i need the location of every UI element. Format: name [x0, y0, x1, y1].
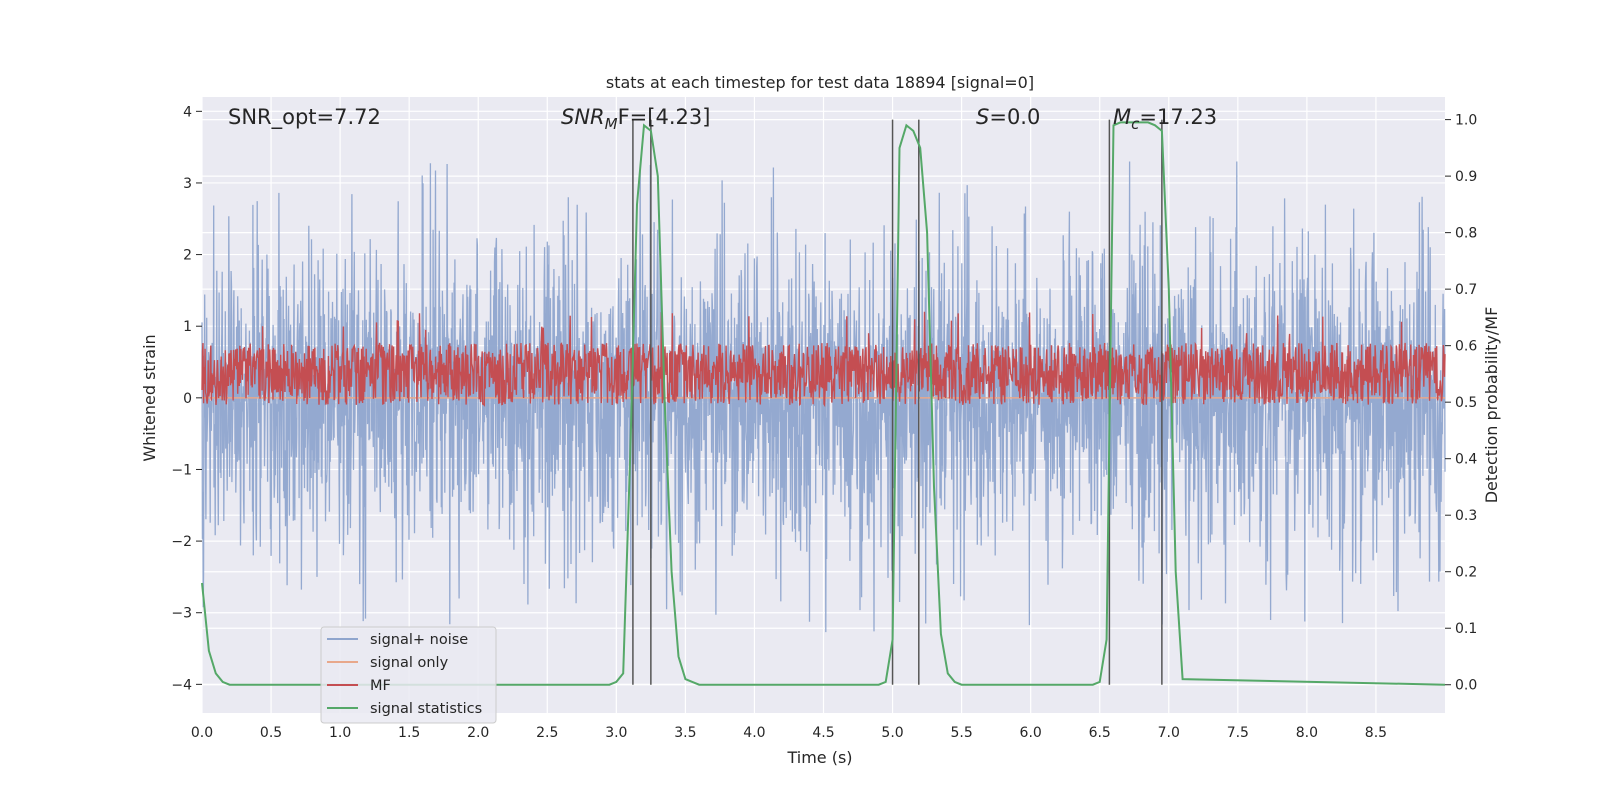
y-tick-label: 3 — [183, 176, 192, 192]
y2-tick-label: 0.8 — [1455, 226, 1477, 242]
y-tick-label: 2 — [183, 248, 192, 264]
y2-tick-label: 0.0 — [1455, 678, 1477, 694]
legend-label-signal-noise: signal+ noise — [370, 632, 468, 648]
x-tick-label: 7.0 — [1158, 725, 1180, 741]
x-axis-label: Time (s) — [786, 748, 852, 767]
x-tick-label: 1.0 — [329, 725, 351, 741]
y2-axis-label: Detection probability/MF — [1482, 307, 1501, 504]
annotation-snr-mf-main: SNR — [561, 105, 605, 129]
signal-statistics-series — [201, 121, 1446, 686]
annotations: SNR_opt=7.72 SNRMF=[4.23] S=0.0 Mc=17.23 — [228, 105, 1217, 133]
annotation-s-tail: =0.0 — [989, 105, 1040, 129]
x-axis-ticks: 0.0 0.5 1.0 1.5 2.0 2.5 3.0 3.5 4.0 4.5 5.0 5.5 6.0 6… — [191, 725, 1387, 741]
y-tick-label: −3 — [171, 606, 192, 622]
annotation-mc-tail: =17.23 — [1139, 105, 1217, 129]
x-tick-label: 4.0 — [743, 725, 765, 741]
x-tick-label: 6.5 — [1089, 725, 1111, 741]
x-tick-label: 8.0 — [1296, 725, 1318, 741]
mf-series — [201, 311, 1446, 408]
x-tick-label: 3.5 — [674, 725, 696, 741]
y-tick-label: −2 — [171, 534, 192, 550]
x-tick-label: 8.5 — [1365, 725, 1387, 741]
y-axis-ticks: 4 3 2 1 0 −1 −2 −3 −4 — [171, 104, 202, 693]
y-tick-label: 4 — [183, 104, 192, 120]
annotation-snr-mf-tail: F=[4.23] — [618, 105, 711, 129]
legend-label-signal-statistics: signal statistics — [370, 701, 482, 717]
y2-tick-label: 0.1 — [1455, 621, 1477, 637]
legend-box — [320, 626, 497, 724]
y-tick-label: 1 — [183, 319, 192, 335]
legend-label-signal-only: signal only — [370, 655, 449, 671]
annotation-mc-sub: c — [1131, 115, 1140, 133]
y-tick-label: −4 — [171, 677, 192, 693]
y2-tick-label: 0.9 — [1455, 169, 1477, 185]
x-tick-label: 7.5 — [1227, 725, 1249, 741]
x-tick-label: 6.0 — [1020, 725, 1042, 741]
annotation-s-stat: S=0.0 — [976, 105, 1040, 129]
y2-tick-label: 0.5 — [1455, 395, 1477, 411]
legend: signal+ noise signal only MF signal stat… — [320, 626, 497, 724]
y2-tick-label: 0.3 — [1455, 508, 1477, 524]
y-tick-label: 0 — [183, 391, 192, 407]
x-tick-label: 2.5 — [536, 725, 558, 741]
x-tick-label: 3.0 — [605, 725, 627, 741]
mf-trace — [201, 311, 1446, 408]
x-tick-label: 0.0 — [191, 725, 213, 741]
annotation-snr-mf: SNRMF=[4.23] — [561, 105, 710, 133]
annotation-snr-opt: SNR_opt=7.72 — [228, 105, 381, 130]
legend-label-mf: MF — [370, 678, 391, 694]
y2-tick-label: 0.6 — [1455, 339, 1477, 355]
y2-tick-label: 1.0 — [1455, 113, 1477, 129]
annotation-snr-mf-sub: M — [605, 115, 618, 133]
x-tick-label: 1.5 — [398, 725, 420, 741]
x-tick-label: 5.0 — [881, 725, 903, 741]
y-tick-label: −1 — [171, 462, 192, 478]
x-tick-label: 2.0 — [467, 725, 489, 741]
x-tick-label: 5.5 — [950, 725, 972, 741]
annotation-s-main: S — [976, 105, 989, 129]
y2-axis-ticks: 1.0 0.9 0.8 0.7 0.6 0.5 0.4 0.3 0.2 0.1 0.0 — [1445, 113, 1477, 694]
x-tick-label: 0.5 — [260, 725, 282, 741]
y2-tick-label: 0.7 — [1455, 282, 1477, 298]
y-axis-label: Whitened strain — [140, 334, 159, 461]
annotation-mc: Mc=17.23 — [1113, 105, 1217, 133]
x-tick-label: 4.5 — [812, 725, 834, 741]
y2-tick-label: 0.4 — [1455, 452, 1477, 468]
chart-title: stats at each timestep for test data 188… — [606, 73, 1034, 92]
annotation-mc-main: M — [1113, 105, 1131, 129]
y2-tick-label: 0.2 — [1455, 565, 1477, 581]
